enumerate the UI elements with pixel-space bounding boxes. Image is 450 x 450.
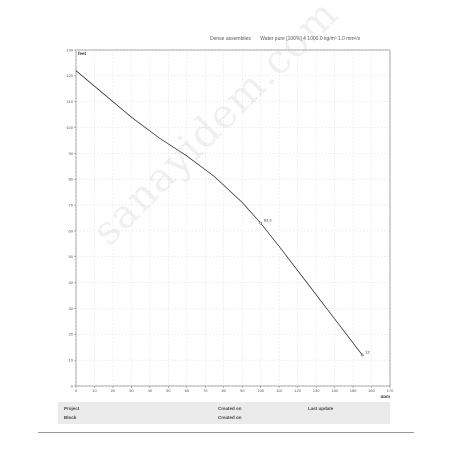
x-tick-label: 170 (387, 388, 394, 393)
y-tick-label: 110 (67, 99, 74, 104)
data-point (360, 353, 364, 357)
x-axis-title: gpm (381, 394, 391, 398)
x-tick-label: 50 (166, 388, 171, 393)
axes: 0 10 20 30 40 50 60 70 80 90 100 110 120 130 140 150 160… (66, 47, 394, 398)
y-tick-label: 50 (69, 254, 74, 259)
chart-svg: 0 10 20 30 40 50 60 70 80 90 100 110 120 130 140 150 160… (66, 47, 394, 398)
x-tick-label: 110 (276, 388, 283, 393)
x-tick-label: 20 (111, 388, 116, 393)
x-tick-label: 150 (350, 388, 357, 393)
x-tick-label: 160 (368, 388, 375, 393)
y-tick-label: 80 (69, 177, 74, 182)
x-tick-label: 10 (92, 388, 97, 393)
point-labels: 63.3 12 (259, 218, 371, 357)
x-tick-label: 60 (185, 388, 190, 393)
grid (75, 49, 391, 387)
y-tick-label: 130 (66, 47, 73, 52)
y-tick-label: 20 (69, 332, 74, 337)
y-tick-label: 70 (69, 202, 74, 207)
x-tick-label: 120 (294, 388, 301, 393)
bottom-rule (38, 432, 414, 433)
y-tick-label: 60 (69, 228, 74, 233)
series (75, 70, 363, 356)
series-line (75, 70, 363, 356)
x-tick-label: 40 (148, 388, 153, 393)
x-tick-label: 30 (129, 388, 134, 393)
y-tick-label: 10 (69, 358, 74, 363)
pump-curve-chart: 0 10 20 30 40 50 60 70 80 90 100 110 120 130 140 150 160… (58, 44, 400, 398)
footer-info-table: Project Block Created on Created on Last… (58, 402, 390, 424)
y-tick-label: 30 (69, 306, 74, 311)
chart-header: Dense assemblies Water pure [100%] 4 100… (210, 36, 368, 42)
x-tick-label: 70 (203, 388, 208, 393)
data-point (259, 221, 263, 225)
footer-block: Block (64, 415, 77, 420)
header-right-text: Water pure [100%] 4 1000.0 kg/m³ 1.0 mm²… (260, 36, 361, 42)
x-tick-label: 90 (240, 388, 245, 393)
footer-created-on: Created on (218, 406, 242, 411)
footer-last-update: Last update (308, 406, 334, 411)
data-label: 12 (365, 349, 370, 354)
data-label: 63.3 (264, 218, 273, 223)
footer-project: Project (64, 406, 80, 411)
x-tick-label: 140 (331, 388, 338, 393)
plot-area (75, 49, 391, 387)
x-tick-label: 100 (257, 388, 264, 393)
y-tick-label: 0 (71, 383, 74, 388)
footer-created-by: Created on (218, 415, 242, 420)
x-tick-label: 130 (313, 388, 320, 393)
y-tick-label: 100 (66, 125, 73, 130)
y-axis-title: feet (78, 51, 87, 56)
y-tick-label: 90 (69, 151, 74, 156)
y-tick-label: 120 (66, 73, 73, 78)
y-tick-label: 40 (69, 280, 74, 285)
header-left-text: Dense assemblies (210, 36, 251, 42)
x-tick-label: 0 (75, 388, 78, 393)
x-tick-label: 80 (222, 388, 227, 393)
